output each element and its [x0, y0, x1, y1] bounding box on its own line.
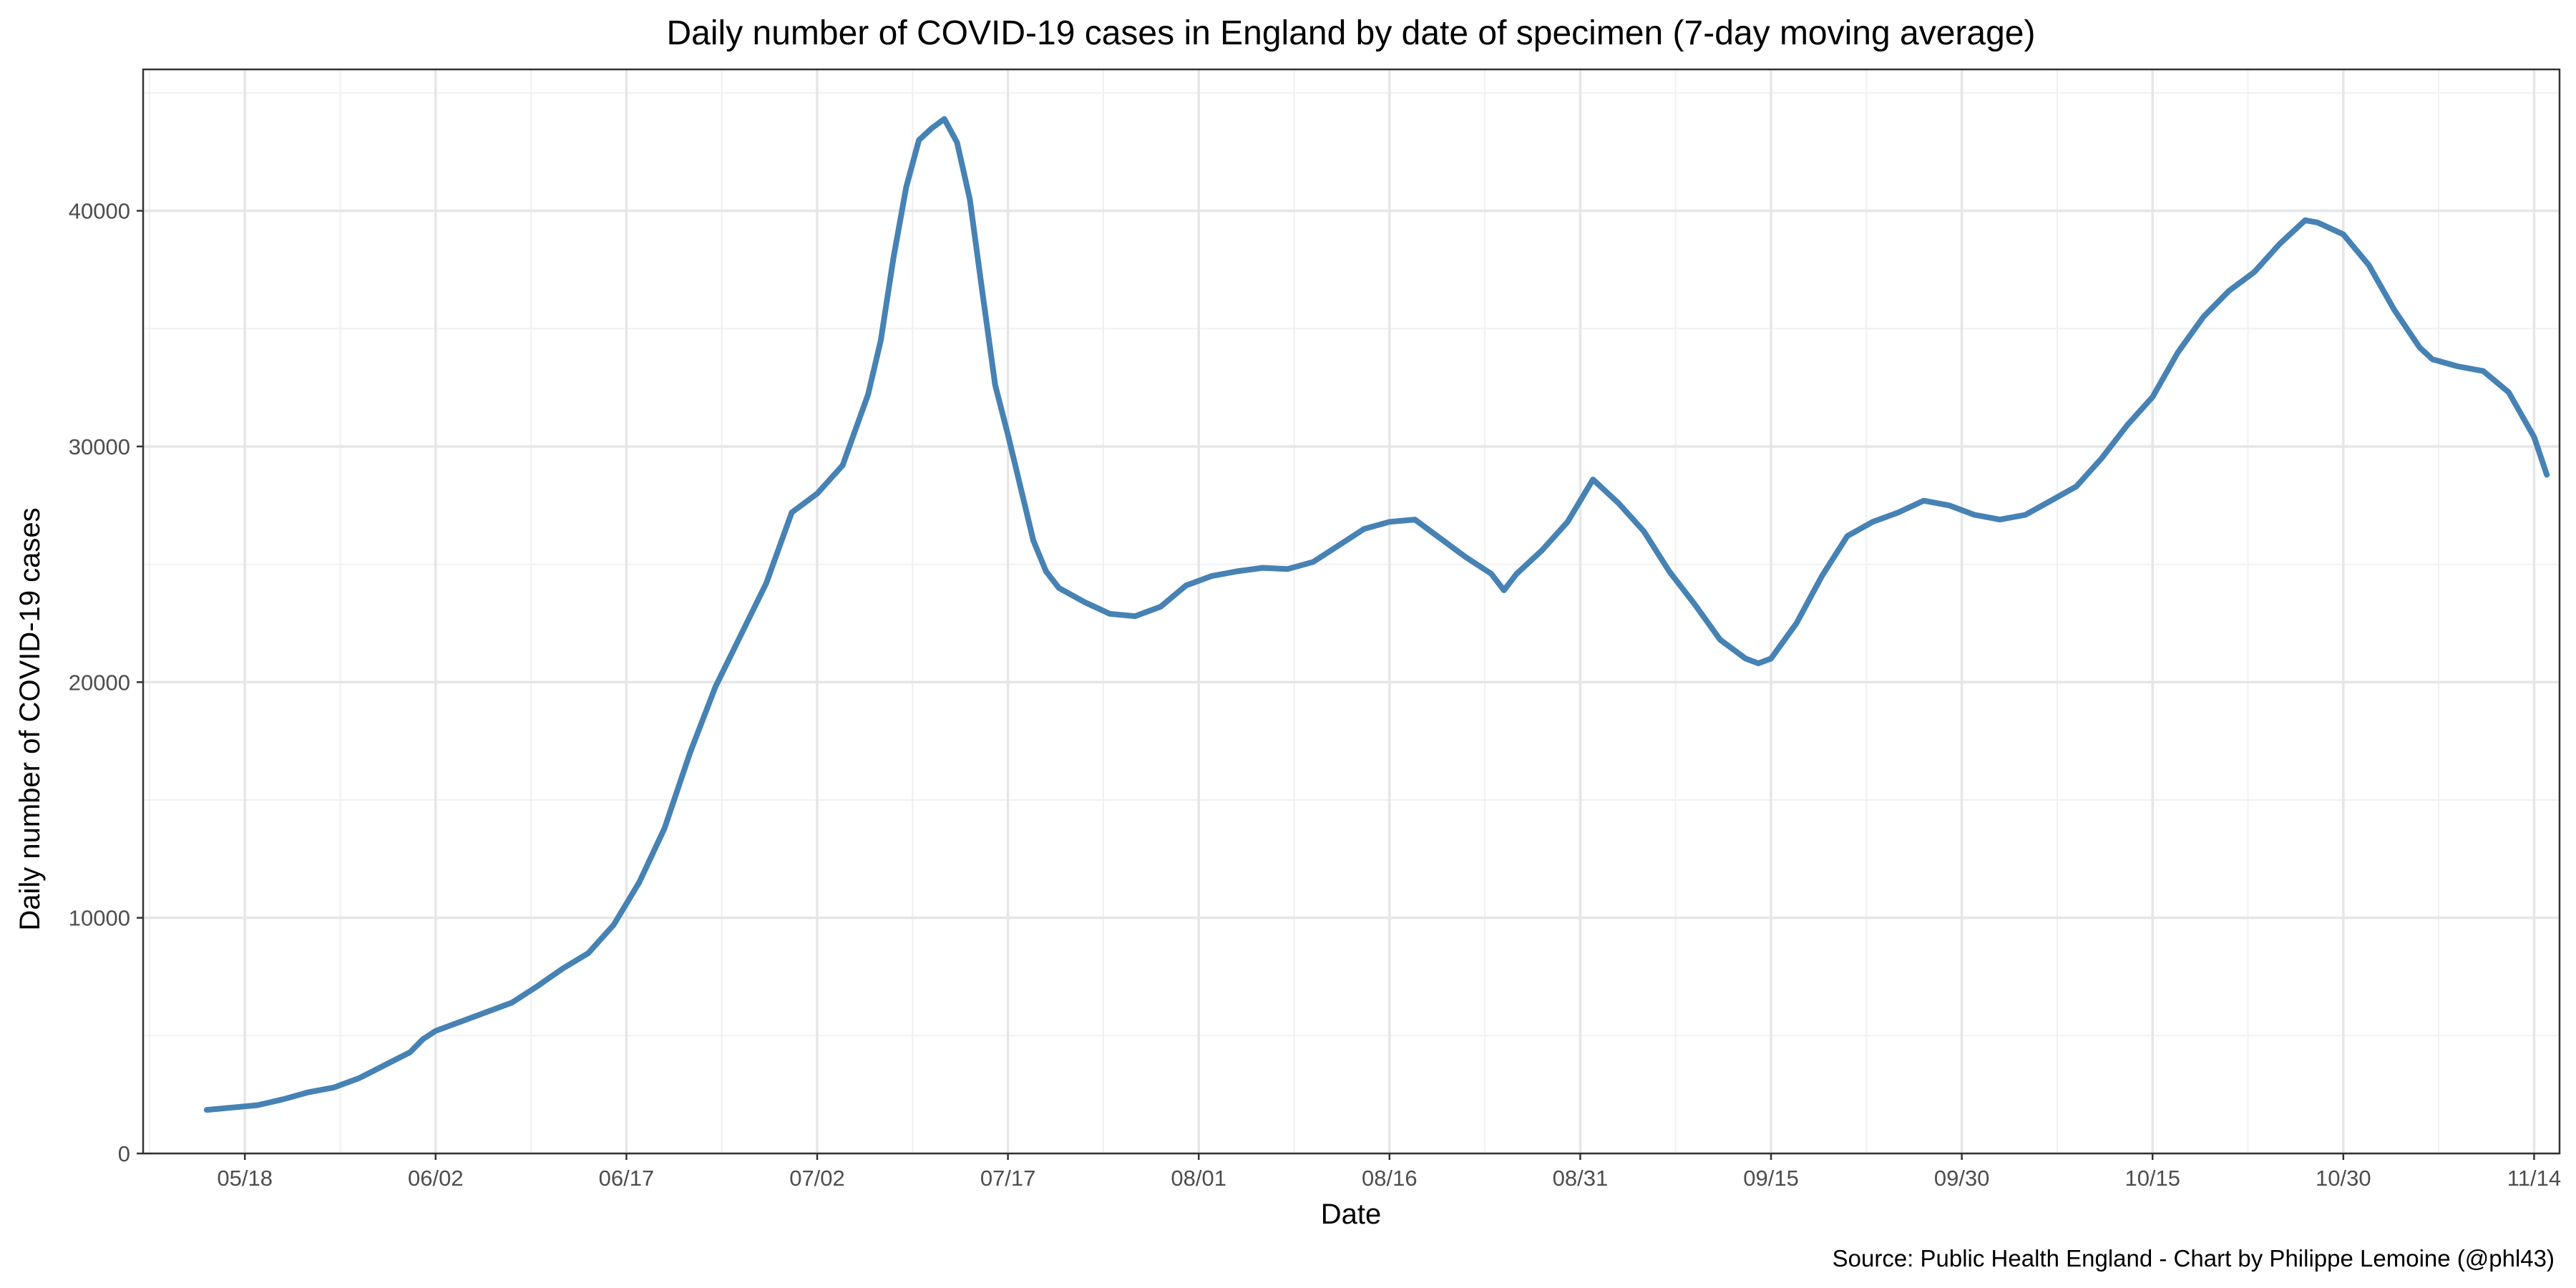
x-tick-label: 06/02	[408, 1166, 464, 1191]
x-axis-title: Date	[1321, 1199, 1382, 1230]
chart-title: Daily number of COVID-19 cases in Englan…	[667, 14, 2036, 52]
plot-panel	[143, 69, 2560, 1153]
x-tick-label: 05/18	[217, 1166, 273, 1191]
y-axis: 0 10000 20000 30000 40000	[69, 199, 143, 1166]
x-tick-label: 10/15	[2124, 1166, 2180, 1191]
x-tick-label: 07/17	[980, 1166, 1036, 1191]
x-tick-label: 10/30	[2316, 1166, 2371, 1191]
y-tick-label: 10000	[69, 906, 130, 931]
y-tick-label: 40000	[69, 199, 130, 224]
plot-border	[142, 68, 2561, 1155]
x-axis: 05/18 06/02 06/17 07/02 07/17 08/01 08/16 08/31…	[217, 1153, 2561, 1191]
x-tick-label: 08/31	[1553, 1166, 1609, 1191]
x-tick-label: 09/15	[1743, 1166, 1799, 1191]
x-tick-label: 09/30	[1934, 1166, 1990, 1191]
y-tick-label: 20000	[69, 670, 130, 695]
y-axis-title: Daily number of COVID-19 cases	[14, 507, 46, 930]
x-tick-label: 08/01	[1171, 1166, 1226, 1191]
y-tick-label: 0	[118, 1141, 130, 1166]
minor-gridlines	[143, 69, 2560, 1153]
x-tick-label: 08/16	[1362, 1166, 1418, 1191]
chart-caption: Source: Public Health England - Chart by…	[1833, 1245, 2555, 1272]
y-tick-label: 30000	[69, 434, 130, 459]
x-tick-label: 07/02	[789, 1166, 845, 1191]
series-line	[203, 116, 2550, 1113]
x-tick-label: 11/14	[2507, 1166, 2561, 1191]
x-tick-label: 06/17	[599, 1166, 655, 1191]
